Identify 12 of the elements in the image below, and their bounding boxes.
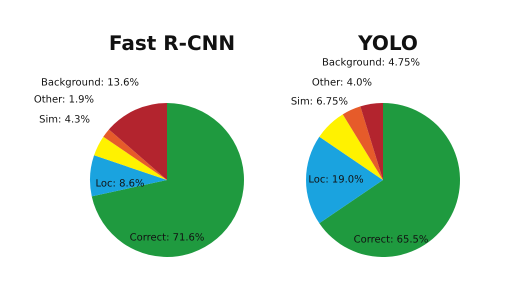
- slice-label: Background: 13.6%: [41, 78, 139, 88]
- slice-label: Loc: 8.6%: [96, 178, 144, 190]
- slice-label: Sim: 4.3%: [39, 114, 90, 126]
- slice-label: Correct: 71.6%: [130, 232, 204, 244]
- slice-label: Loc: 19.0%: [308, 174, 364, 186]
- slice-label: Sim: 6.75%: [290, 96, 348, 108]
- chart-title: YOLO: [357, 31, 418, 55]
- slice-label: Correct: 65.5%: [354, 234, 428, 246]
- chart-title: Fast R-CNN: [108, 31, 236, 55]
- slice-label: Other: 4.0%: [312, 78, 372, 88]
- slice-label: Other: 1.9%: [34, 94, 94, 106]
- slice-label: Background: 4.75%: [322, 58, 420, 68]
